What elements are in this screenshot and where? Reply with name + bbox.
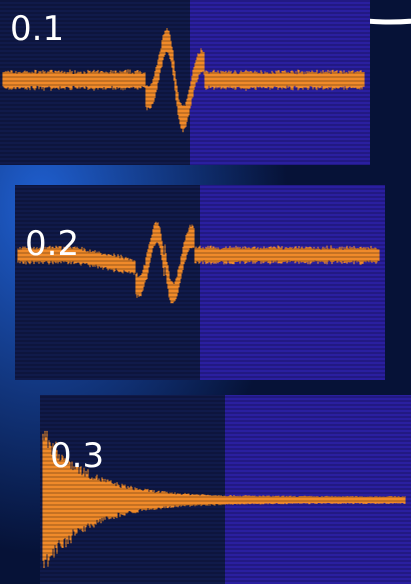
panel: 0.2 — [15, 185, 385, 380]
scanlines — [0, 0, 370, 165]
panel: 0.1 — [0, 0, 370, 165]
panel: 0.3 — [40, 395, 411, 584]
scanlines — [15, 185, 385, 380]
scanlines — [40, 395, 411, 584]
panel-label: 0.3 — [50, 436, 104, 476]
corner-ring — [312, 0, 411, 25]
panel-label: 0.1 — [10, 9, 64, 49]
panel-label: 0.2 — [25, 224, 79, 264]
